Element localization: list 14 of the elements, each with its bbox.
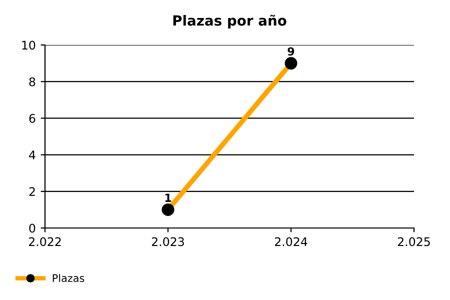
y-tick-label: 4 — [29, 150, 36, 160]
x-tick-label: 2.025 — [398, 237, 430, 246]
chart-title: Plazas por año — [173, 14, 286, 28]
data-label: 1 — [165, 194, 172, 202]
y-tick-label: 2 — [29, 187, 35, 196]
x-tick-label: 2.024 — [274, 237, 308, 246]
x-tick-label: 2.022 — [28, 237, 61, 246]
legend-label: Plazas — [52, 274, 84, 282]
x-tick-label: 2.023 — [152, 237, 184, 246]
y-tick-label: 8 — [29, 77, 36, 86]
data-label: 9 — [288, 47, 294, 56]
y-tick-label: 0 — [29, 224, 36, 233]
y-tick-label: 10 — [22, 40, 36, 50]
y-tick-label: 6 — [29, 114, 36, 123]
